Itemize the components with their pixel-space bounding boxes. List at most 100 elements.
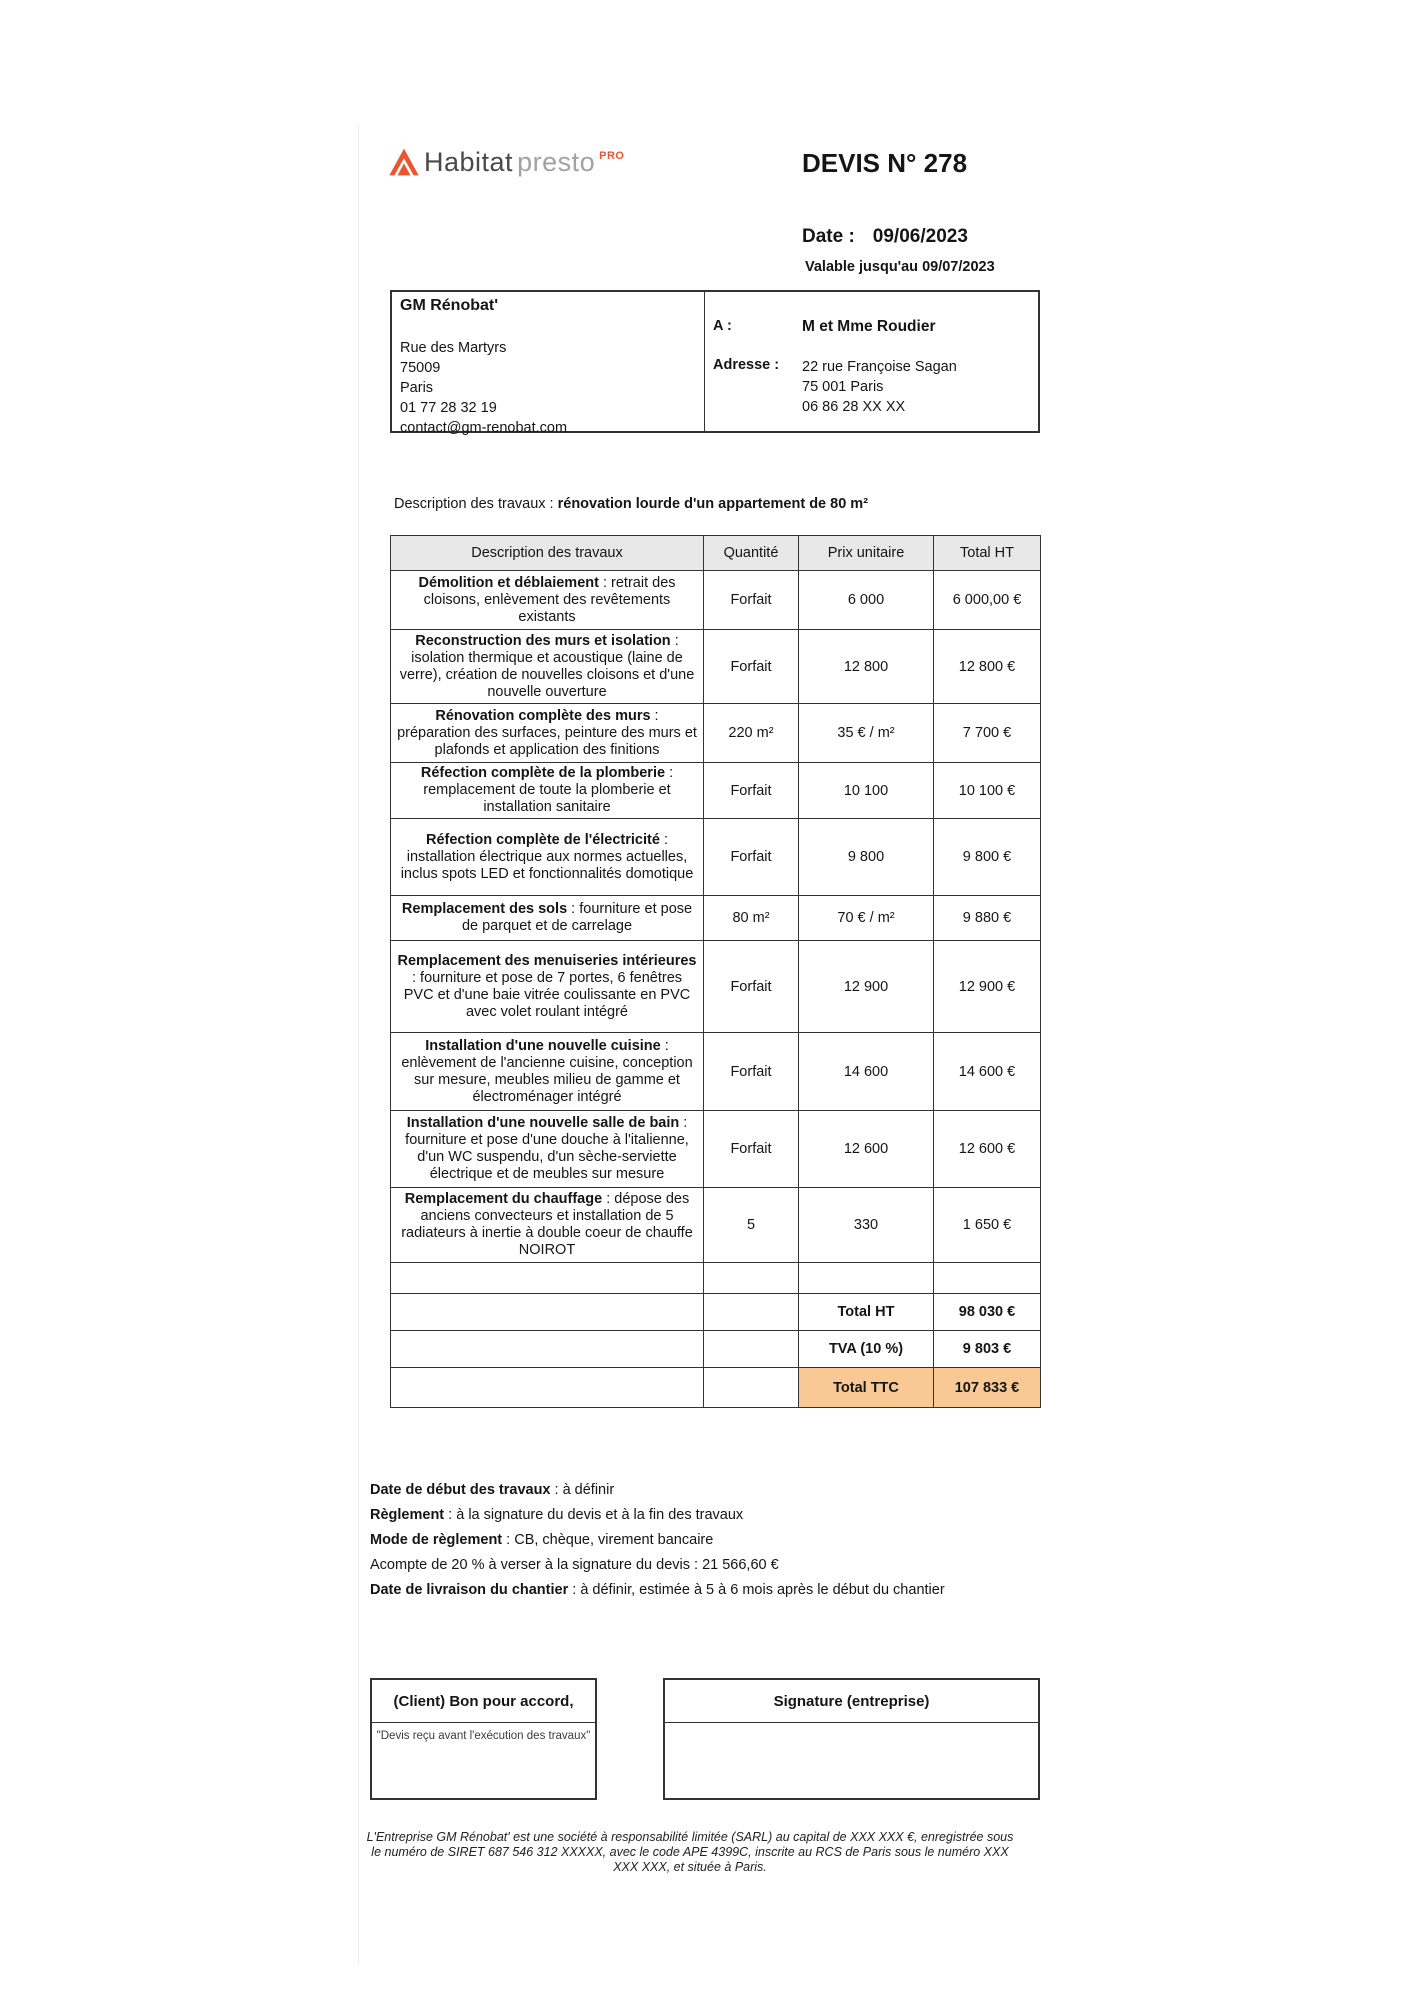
cell-unit-price: 9 800 [798,818,934,896]
client-signature-subtitle: "Devis reçu avant l'exécution des travau… [376,1730,591,1742]
table-row: Remplacement des sols : fourniture et po… [390,895,1041,941]
total-value: 9 803 € [933,1330,1041,1368]
text-line: Rue des Martyrs [400,340,507,356]
conditions-block: Date de début des travaux : à définir Règ… [370,1483,945,1608]
item-title: Installation d'une nouvelle cuisine [425,1037,661,1054]
cell-description: Réfection complète de l'électricité : in… [390,818,704,896]
quote-table-wrap: Description des travaux Quantité Prix un… [390,535,1041,1408]
cell-total: 6 000,00 € [933,570,1041,630]
item-title: Rénovation complète des murs [435,707,651,724]
total-label: Total HT [798,1293,934,1331]
cell-unit-price: 330 [798,1187,934,1263]
client-signature-title: (Client) Bon pour accord, [372,1680,595,1723]
condition-label: Règlement [370,1507,445,1523]
totals-row: TVA (10 %) 9 803 € [390,1330,1041,1368]
item-title: Remplacement des sols [401,901,568,917]
cell-quantity: Forfait [703,1110,799,1188]
total-label: Total TTC [798,1367,934,1408]
brand-logo: Habitat presto PRO [388,146,624,178]
empty-cell [703,1262,799,1294]
parties-info-box: GM Rénobat' Rue des Martyrs 75009 Paris 01 … [390,290,1040,436]
item-title: Démolition et déblaiement [418,574,599,591]
totals-row: Total HT 98 030 € [390,1293,1041,1331]
item-title: Reconstruction des murs et isolation [415,632,671,649]
cell-description: Rénovation complète des murs : préparati… [390,703,704,763]
condition-line: Mode de règlement : CB, chèque, virement… [370,1533,945,1548]
quote-table: Description des travaux Quantité Prix un… [390,535,1041,1408]
condition-text: Acompte de 20 % à verser à la signature … [370,1557,779,1573]
date-label: Date : [802,226,855,247]
cell-quantity: Forfait [703,1032,799,1111]
condition-line: Règlement : à la signature du devis et à… [370,1508,945,1523]
cell-description: Installation d'une nouvelle salle de bai… [390,1110,704,1188]
cell-quantity: 220 m² [703,703,799,763]
condition-label: Date de début des travaux [370,1482,551,1498]
item-detail: : fourniture et pose de 7 portes, 6 fenê… [403,969,691,1020]
cell-total: 9 880 € [933,895,1041,941]
cell-description: Installation d'une nouvelle cuisine : en… [390,1032,704,1111]
cell-description: Remplacement des menuiseries intérieures… [390,940,704,1033]
item-detail: : retrait des cloisons, enlèvement des r… [423,574,676,625]
works-description-line: Description des travaux : rénovation lou… [394,496,868,512]
company-signature-box: Signature (entreprise) [663,1678,1040,1800]
item-detail: : isolation thermique et acoustique (lai… [399,632,695,700]
habitatpresto-house-icon [388,146,420,178]
header-total-ht: Total HT [933,535,1041,571]
empty-cell [703,1293,799,1331]
cell-unit-price: 12 900 [798,940,934,1033]
table-row: Réfection complète de la plomberie : rem… [390,762,1041,819]
cell-unit-price: 10 100 [798,762,934,819]
item-detail: : fourniture et pose d'une douche à l'it… [405,1115,689,1182]
item-title: Installation d'une nouvelle salle de bai… [406,1115,680,1131]
cell-total: 12 800 € [933,629,1041,704]
condition-label: Mode de règlement [370,1532,503,1548]
cell-total: 12 600 € [933,1110,1041,1188]
text-line: 75 001 Paris [802,379,884,395]
condition-text: : CB, chèque, virement bancaire [502,1532,714,1548]
total-value: 107 833 € [933,1367,1041,1408]
empty-row [390,1262,1041,1294]
cell-unit-price: 35 € / m² [798,703,934,763]
totals-row: Total TTC 107 833 € [390,1367,1041,1408]
validity-line: Valable jusqu'au 09/07/2023 [805,259,995,275]
client-address-label: Adresse : [713,357,780,373]
empty-cell [390,1330,704,1368]
cell-quantity: Forfait [703,762,799,819]
cell-unit-price: 70 € / m² [798,895,934,941]
item-detail: : installation électrique aux normes act… [400,831,694,882]
table-row: Remplacement des menuiseries intérieures… [390,940,1041,1033]
cell-total: 14 600 € [933,1032,1041,1111]
table-header-row: Description des travaux Quantité Prix un… [390,535,1041,571]
condition-line: Date de livraison du chantier : à défini… [370,1583,945,1598]
condition-line: Acompte de 20 % à verser à la signature … [370,1558,945,1573]
item-detail: : remplacement de toute la plomberie et … [423,765,674,815]
empty-cell [390,1367,704,1408]
text-line: L'Entreprise GM Rénobat' est une société… [366,1830,1014,1844]
header-quantity: Quantité [703,535,799,571]
empty-cell [390,1262,704,1294]
cell-description: Reconstruction des murs et isolation : i… [390,629,704,704]
table-row: Réfection complète de l'électricité : in… [390,818,1041,896]
table-row: Rénovation complète des murs : préparati… [390,703,1041,763]
table-row: Installation d'une nouvelle cuisine : en… [390,1032,1041,1111]
condition-text: : à définir [550,1482,615,1498]
text-line: Paris [400,380,434,396]
date-value: 09/06/2023 [872,226,968,247]
header-description: Description des travaux [390,535,704,571]
cell-unit-price: 12 800 [798,629,934,704]
cell-unit-price: 12 600 [798,1110,934,1188]
empty-cell [933,1262,1041,1294]
brand-habitat: Habitat [424,146,514,177]
item-title: Réfection complète de l'électricité [426,831,660,848]
table-row: Démolition et déblaiement : retrait des … [390,570,1041,630]
cell-description: Réfection complète de la plomberie : rem… [390,762,704,819]
header-unit-price: Prix unitaire [798,535,934,571]
cell-total: 10 100 € [933,762,1041,819]
empty-cell [703,1330,799,1368]
text-line: 75009 [400,360,441,376]
total-label: TVA (10 %) [798,1330,934,1368]
item-title: Remplacement des menuiseries intérieures [397,952,697,969]
client-info-box: A : M et Mme Roudier Adresse : 22 rue Fr… [705,292,1038,431]
condition-line: Date de début des travaux : à définir [370,1483,945,1498]
table-row: Installation d'une nouvelle salle de bai… [390,1110,1041,1188]
